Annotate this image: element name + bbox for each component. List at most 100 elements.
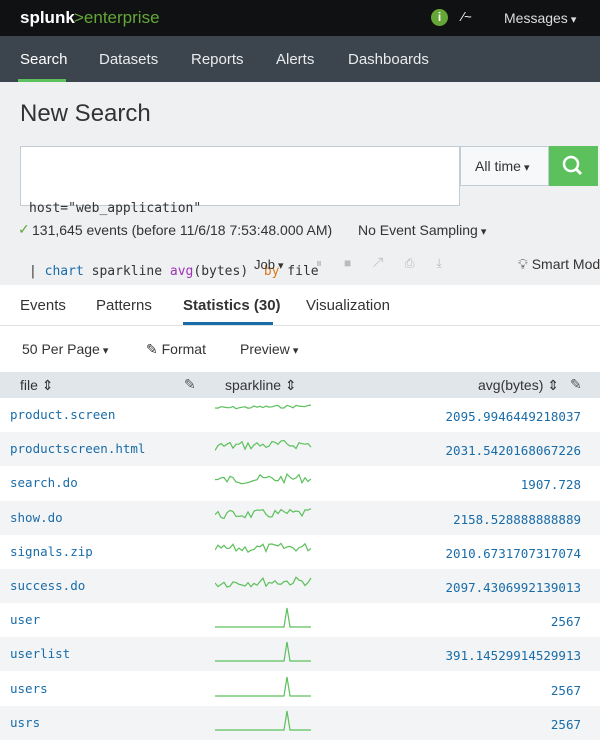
avg-cell: 2097.4306992139013 (445, 580, 581, 595)
event-count: 131,645 events (before 11/6/18 7:53:48.0… (32, 222, 333, 238)
search-header: New Search host="web_application" | char… (0, 82, 600, 285)
file-cell[interactable]: search.do (10, 475, 78, 491)
table-row: show.do 2158.528888888889 (0, 500, 600, 535)
sparkline (215, 710, 311, 731)
table-row: search.do 1907.728 (0, 466, 600, 501)
header-text: avg(bytes) (478, 377, 544, 393)
avg-cell: 2567 (550, 614, 581, 630)
column-header[interactable]: avg(bytes) ⇕ (478, 377, 559, 393)
table-header: file ⇕ ✎ sparkline ⇕ avg(bytes) ⇕ ✎ (0, 372, 600, 398)
nav-item[interactable]: Alerts (276, 51, 315, 68)
mode-label: Smart Mode (531, 256, 600, 272)
sparkline (215, 542, 312, 553)
avg-cell: 2031.5420168067226 (445, 443, 581, 459)
header-text: file (20, 377, 38, 393)
job-controls[interactable]: ⏸■↗⎙⤓ (316, 256, 464, 270)
file-cell[interactable]: success.do (10, 578, 86, 593)
sparkline-path (215, 440, 312, 451)
activity-icon[interactable]: ⁄~ (462, 9, 472, 24)
check-icon: ✓ (18, 221, 30, 237)
avg-cell: 2158.528888888889 (453, 511, 581, 527)
sparkline-path (215, 404, 312, 410)
brand: splunk (20, 8, 75, 27)
sparkline-path (215, 608, 311, 628)
file-cell[interactable]: signals.zip (10, 543, 93, 559)
sparkline (215, 642, 311, 662)
sparkline-path (215, 542, 312, 553)
file-cell[interactable]: user (10, 612, 41, 628)
messages-menu[interactable]: Messages (504, 10, 576, 26)
query-token: (bytes) (193, 264, 249, 279)
sparkline (215, 440, 312, 451)
query-token: avg (169, 264, 194, 279)
nav-item[interactable]: Reports (191, 51, 244, 68)
sparkline (215, 676, 311, 697)
query-token: | (29, 264, 45, 279)
format-label: Format (161, 341, 206, 357)
nav-item[interactable]: Search (20, 51, 68, 68)
column-header[interactable]: file ⇕ (20, 377, 54, 393)
nav-item[interactable]: Dashboards (348, 51, 429, 68)
table-row: usrs 2567 (0, 705, 600, 740)
nav-active-underline (18, 79, 66, 82)
sparkline (215, 507, 312, 519)
table-row: success.do 2097.4306992139013 (0, 569, 600, 603)
top-bar: splunk >enterprise i ⁄~ Messages (0, 0, 600, 36)
sparkline (215, 608, 311, 628)
search-icon (562, 155, 583, 176)
table-row: user 2567 (0, 603, 600, 638)
table-row: userlist 391.14529914529913 (0, 637, 600, 672)
query-line: host="web_application" (29, 201, 202, 216)
query-token: sparkline (83, 264, 170, 279)
sampling-menu[interactable]: No Event Sampling (358, 222, 486, 238)
tab[interactable]: Patterns (96, 297, 152, 314)
file-cell[interactable]: show.do (10, 509, 63, 525)
query-line: | chart sparkline avg(bytes) by file (29, 261, 459, 282)
table-row: signals.zip 2010.6731707317074 (0, 534, 600, 569)
tab[interactable]: Events (20, 297, 66, 314)
avg-cell: 2010.6731707317074 (445, 545, 581, 561)
mode-menu[interactable]: 💡︎ Smart Mode (518, 256, 600, 273)
time-picker[interactable]: All time (460, 146, 549, 186)
query-token: file (279, 264, 319, 279)
sparkline (215, 473, 312, 485)
sparkline-path (215, 676, 311, 697)
sparkline (215, 576, 312, 588)
search-input[interactable]: host="web_application" | chart sparkline… (20, 146, 460, 279)
column-header[interactable]: sparkline ⇕ (225, 377, 297, 393)
sparkline-path (215, 710, 311, 731)
file-cell[interactable]: usrs (10, 714, 41, 730)
divider (0, 325, 600, 326)
query-token: chart (44, 264, 84, 279)
sparkline-path (215, 576, 312, 588)
sparkline-path (215, 473, 312, 485)
per-page-menu[interactable]: 50 Per Page (22, 341, 108, 357)
edit-icon[interactable]: ✎ (570, 376, 582, 392)
header-text: sparkline (225, 377, 282, 393)
file-cell[interactable]: userlist (10, 646, 71, 662)
product: >enterprise (74, 8, 160, 27)
nav-item[interactable]: Datasets (99, 51, 159, 68)
table-row: users 2567 (0, 671, 600, 706)
sparkline (215, 404, 312, 410)
edit-icon[interactable]: ✎ (184, 376, 196, 392)
tab-active-underline (183, 322, 273, 325)
info-icon[interactable]: i (431, 9, 448, 26)
avg-cell: 391.14529914529913 (445, 648, 581, 664)
file-cell[interactable]: users (10, 680, 48, 696)
search-button[interactable] (549, 146, 598, 186)
avg-cell: 1907.728 (520, 477, 581, 493)
tab[interactable]: Statistics (30) (183, 297, 281, 314)
file-cell[interactable]: productscreen.html (10, 441, 146, 457)
app-nav: Search Datasets Reports Alerts Dashboards (0, 36, 600, 82)
job-menu[interactable]: Job (254, 257, 284, 272)
page-title: New Search (20, 100, 151, 127)
file-cell[interactable]: product.screen (10, 407, 116, 422)
table-row: productscreen.html 2031.5420168067226 (0, 432, 600, 467)
format-menu[interactable]: ✎ Format (146, 341, 206, 357)
preview-menu[interactable]: Preview (240, 341, 298, 357)
tab[interactable]: Visualization (306, 297, 390, 314)
avg-cell: 2567 (550, 716, 581, 732)
